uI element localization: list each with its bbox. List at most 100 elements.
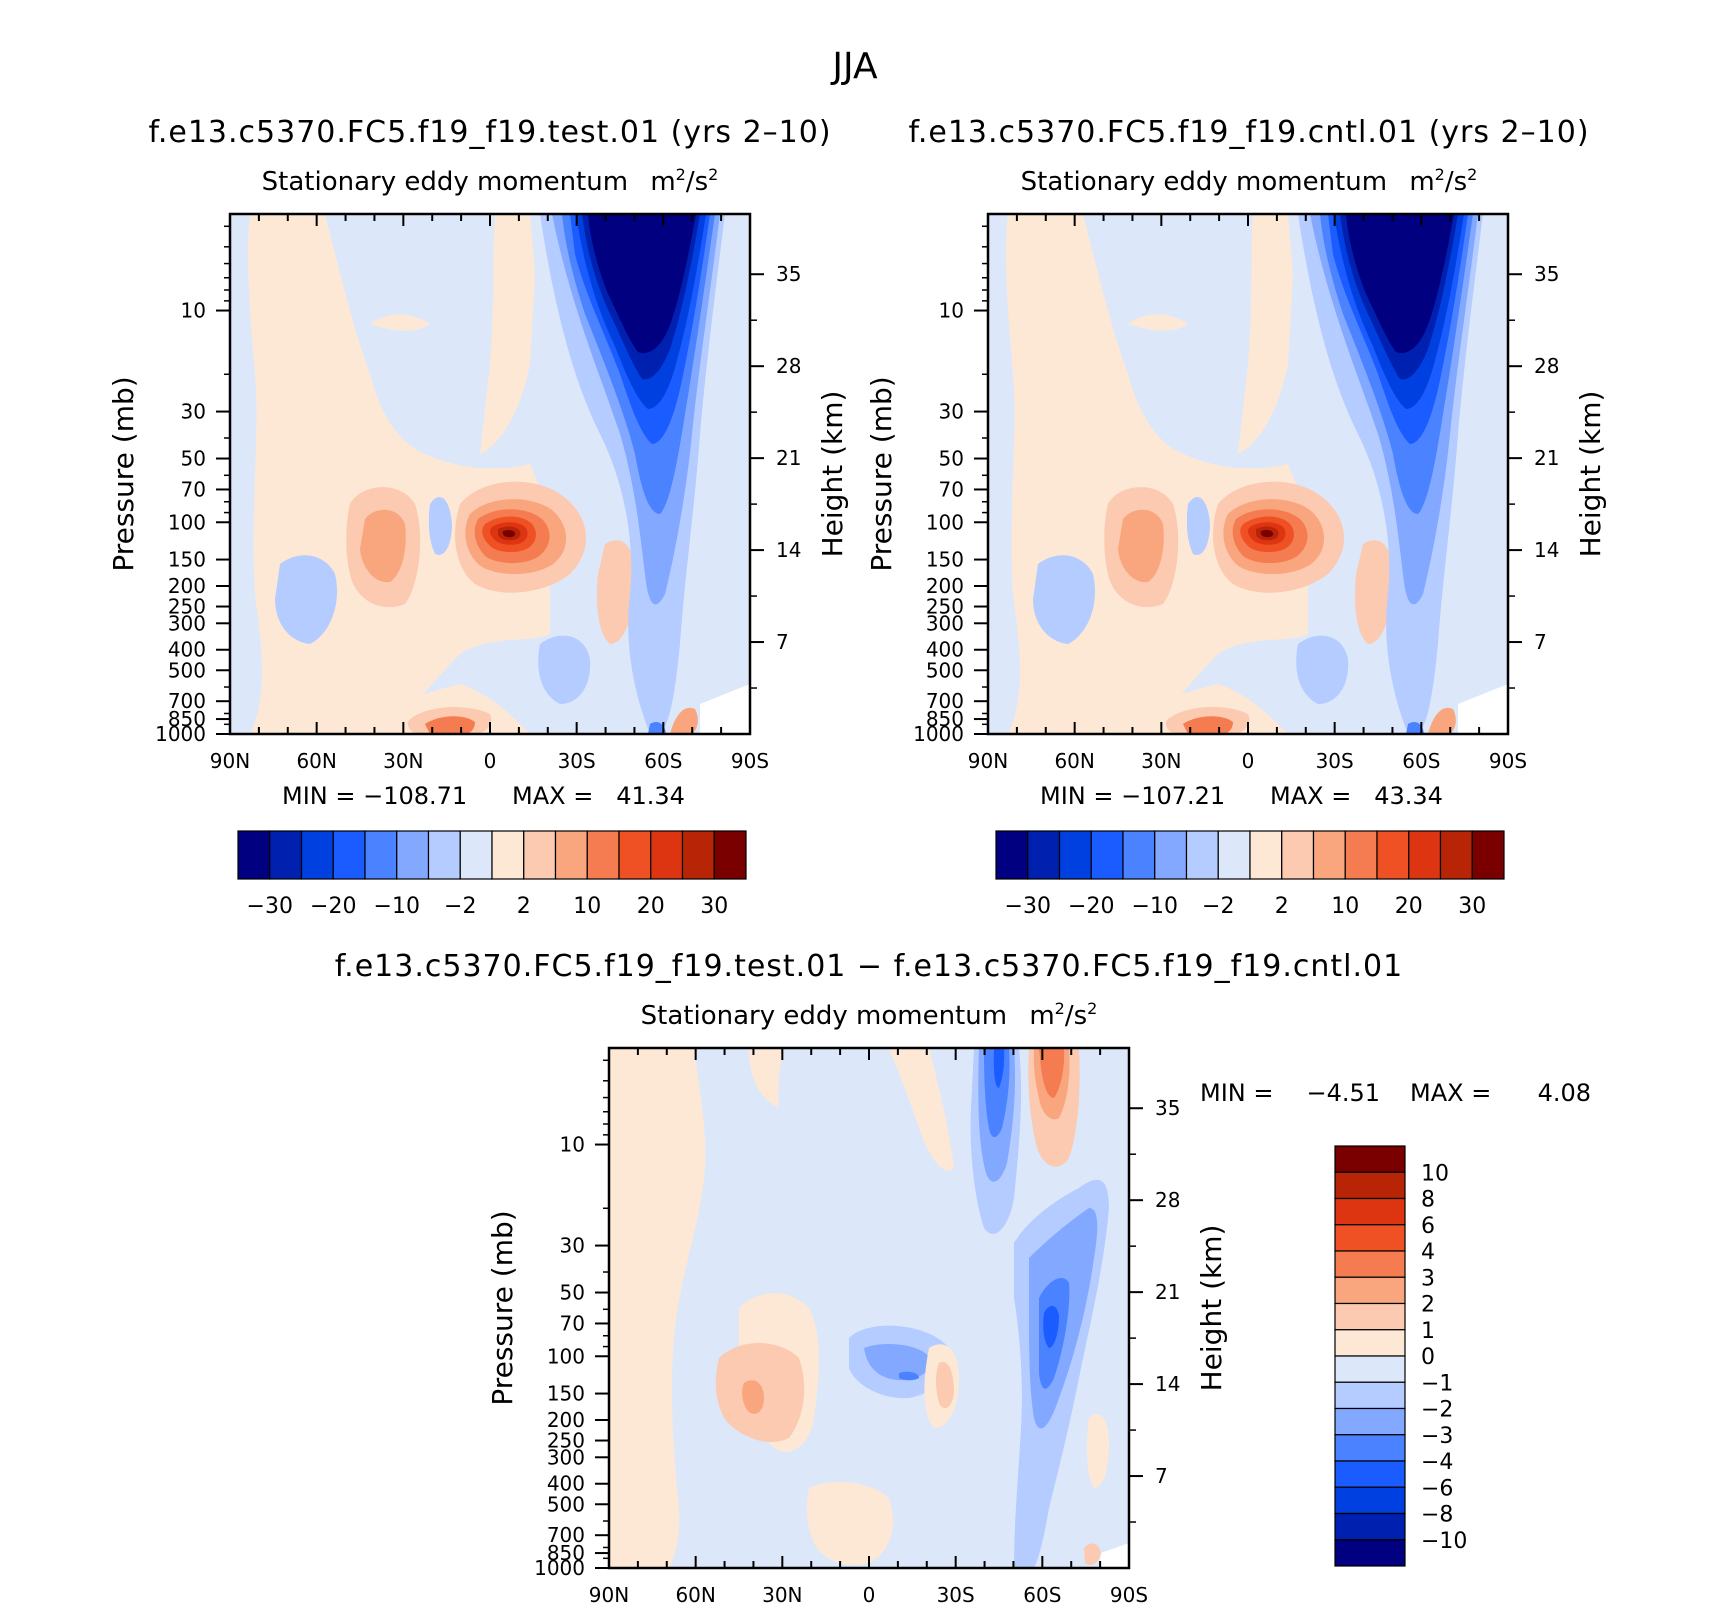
colorbar-swatch [1334,1381,1406,1410]
x-tick-label: 90S [1489,749,1527,773]
colorbar-tick-label: 2 [1421,1293,1435,1318]
panel-cntl-variable: Stationary eddy momentum [1021,167,1387,197]
colorbar-tick-label: 10 [573,894,601,919]
units-mid: /s [686,167,708,197]
y-tick-label: 100 [547,1344,585,1368]
colorbar-tick-label: −20 [1068,894,1114,919]
y-tick-label: 200 [168,574,206,598]
panel-cntl-subtitle: Stationary eddy momentum m2/s2 [1021,165,1478,197]
x-tick-label: 30S [937,1583,975,1607]
colorbar-swatch [1249,830,1283,880]
colorbar-swatch [1334,1276,1406,1305]
panel-test-contour-field [230,214,750,734]
colorbar-tick-label: 1 [1421,1319,1435,1344]
x-tick-label: 0 [484,749,497,773]
colorbar-tick-label: 0 [1421,1345,1435,1370]
height-tick-label: 21 [1534,446,1559,470]
colorbar-tick-label: −4 [1421,1450,1453,1475]
colorbar-swatch [1471,830,1505,880]
units-base: m [650,167,675,197]
colorbar-swatch [269,830,303,880]
x-tick-label: 60N [675,1583,715,1607]
x-tick-label: 60S [644,749,682,773]
x-tick-label: 0 [1242,749,1255,773]
colorbar-tick-label: −10 [1421,1529,1467,1554]
colorbar-tick-label: −6 [1421,1476,1453,1501]
y-tick-label: 250 [168,595,206,619]
height-tick-label: 21 [776,446,801,470]
colorbar-tick-label: 20 [637,894,665,919]
panel-cntl-contour-field [988,214,1508,734]
colorbar-tick-label: −10 [1132,894,1178,919]
x-tick-label: 30N [762,1583,802,1607]
colorbar-swatch [491,830,525,880]
colorbar-tick-label: 30 [700,894,728,919]
x-tick-label: 90N [589,1583,629,1607]
colorbar-tick-label: −1 [1421,1371,1453,1396]
colorbar-tick-label: 6 [1421,1214,1435,1239]
colorbar-swatch [1439,830,1473,880]
y-tick-label: 150 [168,548,206,572]
colorbar-swatch [1408,830,1442,880]
colorbar-swatch [1334,1197,1406,1226]
colorbar-swatch [396,830,430,880]
colorbar-swatch [618,830,652,880]
colorbar-swatch [1334,1224,1406,1252]
y-tick-label: 70 [939,477,964,501]
y-tick-label: 300 [168,611,206,635]
height-tick-label: 35 [1534,262,1559,286]
x-tick-label: 30S [1316,749,1354,773]
y-tick-label: 500 [547,1492,585,1516]
colorbar-tick-label: −30 [1005,894,1051,919]
units-sup: 2 [1435,165,1445,184]
colorbar-swatch [300,830,334,880]
units-sup: 2 [1467,165,1477,184]
height-tick-label: 7 [1155,1464,1168,1488]
y-tick-label: 30 [560,1234,585,1258]
colorbar-swatch [1344,830,1378,880]
colorbar-swatch [1027,830,1061,880]
colorbar-tick-label: −8 [1421,1503,1453,1528]
x-tick-label: 90S [731,749,769,773]
y-tick-label: 200 [547,1408,585,1432]
x-tick-label: 60S [1402,749,1440,773]
height-tick-label: 7 [776,630,789,654]
y-tick-label: 500 [926,658,964,682]
y-tick-label: 70 [181,477,206,501]
panel-test-max: MAX = 41.34 [512,782,685,810]
height-tick-label: 28 [776,354,801,378]
colorbar-swatch [586,830,620,880]
colorbar-tick-label: 30 [1458,894,1486,919]
colorbar-swatch [1334,1171,1406,1200]
colorbar-swatch [1376,830,1410,880]
y-tick-label: 150 [547,1382,585,1406]
height-tick-label: 28 [1534,354,1559,378]
y-tick-label: 100 [168,510,206,534]
colorbar-tick-label: −2 [1202,894,1234,919]
panel-test-ylabel-right: Height (km) [816,391,849,558]
y-tick-label: 1000 [913,722,964,746]
panel-cntl-min: MIN = −107.21 [1040,782,1225,810]
panel-test-min: MIN = −108.71 [282,782,467,810]
y-tick-label: 700 [926,689,964,713]
panel-cntl-colorbar: −30 −20 −10 −2 2 10 20 30 [995,830,1505,919]
panel-test-ylabel-left: Pressure (mb) [107,376,140,571]
colorbar-swatch [1334,1302,1406,1331]
panel-cntl: f.e13.c5370.FC5.f19_f19.cntl.01 (yrs 2–1… [865,115,1607,919]
y-tick-label: 30 [181,400,206,424]
colorbar-tick-label: −30 [247,894,293,919]
colorbar-swatch [1090,830,1124,880]
y-tick-label: 700 [168,689,206,713]
y-tick-label: 70 [560,1311,585,1335]
panel-test-colorbar: −30 −20 −10 −2 2 10 20 30 [237,830,747,919]
colorbar-swatch [427,830,461,880]
colorbar-swatch [1334,1355,1406,1383]
panel-cntl-case-title: f.e13.c5370.FC5.f19_f19.cntl.01 (yrs 2–1… [908,115,1589,150]
colorbar-swatch [681,830,715,880]
panel-test: f.e13.c5370.FC5.f19_f19.test.01 (yrs 2–1… [107,115,849,919]
panel-diff-case-title: f.e13.c5370.FC5.f19_f19.test.01 − f.e13.… [335,949,1403,984]
colorbar-tick-label: 8 [1421,1188,1435,1213]
x-tick-label: 90N [968,749,1008,773]
